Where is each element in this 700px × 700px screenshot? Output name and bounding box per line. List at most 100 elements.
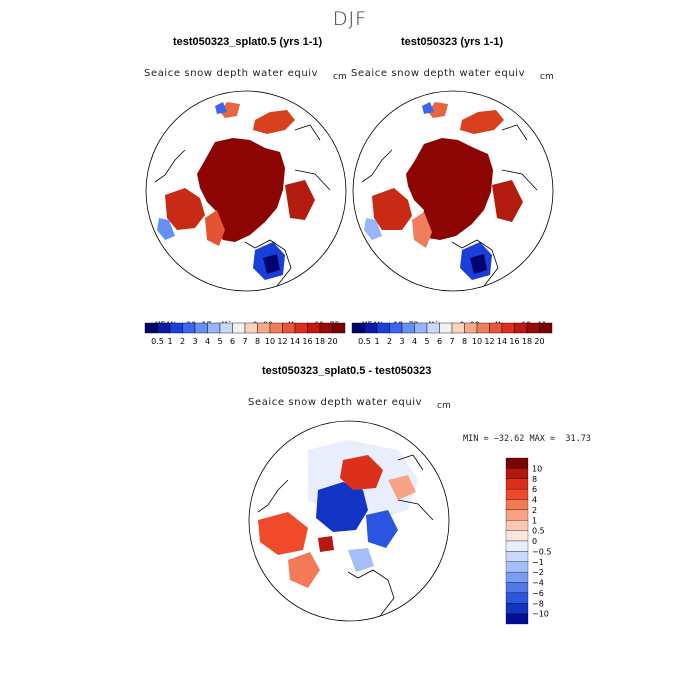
diff-colorbar: 10 86 421 0.50−0.5 −1−2 −4−6−8 −10 <box>505 457 551 625</box>
diff-panel-title: test050323_splat0.5 - test050323 <box>262 365 432 377</box>
colorbar-tick-label: 6 <box>437 337 442 346</box>
diff-colorbar-tick-label: −2 <box>532 568 544 577</box>
negative-region-east <box>366 510 398 548</box>
colorbar-tick-label: 18 <box>315 337 325 346</box>
beaufort-ice <box>253 110 295 134</box>
colorbar-swatch <box>514 322 528 334</box>
diff-colorbar-tick-label: −4 <box>532 579 544 588</box>
colorbar-tick-label: 16 <box>509 337 519 346</box>
colorbar-swatch <box>157 322 171 334</box>
baltic-dark <box>263 254 280 274</box>
diff-colorbar-tick-label: −1 <box>532 558 544 567</box>
diff-colorbar-swatch <box>505 478 529 490</box>
hudson-bay-ice <box>165 188 205 230</box>
baltic-dark <box>470 254 487 274</box>
colorbar-swatch <box>526 322 540 334</box>
diff-colorbar-tick-label: 8 <box>532 475 537 484</box>
colorbar-tick-label: 20 <box>327 337 337 346</box>
baffin-ice <box>205 210 225 246</box>
colorbar-tick-label: 3 <box>192 337 197 346</box>
colorbar-swatch <box>539 322 553 334</box>
colorbar-tick-label: 12 <box>277 337 287 346</box>
colorbar-swatch <box>307 322 321 334</box>
colorbar-tick-label: 10 <box>265 337 275 346</box>
pacific-fringe <box>215 102 227 114</box>
colorbar-swatch <box>476 322 490 334</box>
colorbar-swatch <box>144 322 158 334</box>
colorbar-tick-label: 7 <box>449 337 454 346</box>
colorbar-tick-label: 5 <box>217 337 222 346</box>
diff-colorbar-swatch <box>505 530 529 542</box>
diff-panel-unit: cm <box>437 401 451 411</box>
diff-colorbar-tick-label: −0.5 <box>532 547 551 556</box>
colorbar-swatch <box>219 322 233 334</box>
colorbar-swatch <box>169 322 183 334</box>
labrador-fringe <box>157 218 175 240</box>
colorbar-swatch <box>257 322 271 334</box>
diff-colorbar-swatch <box>505 561 529 573</box>
diff-colorbar-swatch <box>505 520 529 531</box>
panel-2-title: test050323 (yrs 1-1) <box>401 36 504 48</box>
colorbar-swatch <box>364 322 378 334</box>
diff-colorbar-tick-label: 0 <box>532 537 537 546</box>
scattered-red-patch <box>318 536 334 552</box>
colorbar-swatch <box>501 322 515 334</box>
colorbar-swatch <box>332 322 346 334</box>
diff-colorbar-tick-label: −10 <box>532 610 549 619</box>
panel-1-colorbar: 0.5 1 2 3 4 5 6 7 8 10 12 14 16 18 20 <box>144 322 346 346</box>
panel-2-polar-map <box>352 90 554 292</box>
panel-1-unit: cm <box>333 72 347 82</box>
colorbar-tick-label: 7 <box>242 337 247 346</box>
colorbar-swatch <box>426 322 440 334</box>
colorbar-tick-label: 5 <box>424 337 429 346</box>
diff-colorbar-tick-label: 1 <box>532 516 537 525</box>
colorbar-swatch <box>389 322 403 334</box>
positive-region-north <box>340 455 383 490</box>
colorbar-swatch <box>451 322 465 334</box>
colorbar-swatch <box>439 322 453 334</box>
colorbar-swatch <box>489 322 503 334</box>
colorbar-swatch <box>194 322 208 334</box>
colorbar-tick-label: 14 <box>290 337 300 346</box>
panel-1-title: test050323_splat0.5 (yrs 1-1) <box>173 36 323 48</box>
light-negative-patch <box>348 548 374 572</box>
beaufort-ice <box>460 110 504 134</box>
colorbar-tick-label: 20 <box>534 337 544 346</box>
colorbar-tick-label: 1 <box>167 337 172 346</box>
coastline <box>361 124 538 287</box>
okhotsk-ice <box>285 180 315 220</box>
diff-colorbar-tick-label: −8 <box>532 599 544 608</box>
diff-colorbar-swatch <box>505 499 529 511</box>
panel-1-polar-map <box>145 90 347 292</box>
diff-colorbar-tick-label: −6 <box>532 589 544 598</box>
panel-2-variable-label: Seaice snow depth water equiv <box>351 68 526 79</box>
positive-region-west <box>258 512 308 555</box>
diff-colorbar-swatch <box>505 582 529 594</box>
bering-ice <box>428 102 448 118</box>
positive-region-south <box>288 552 320 588</box>
colorbar-tick-label: 18 <box>522 337 532 346</box>
labrador-fringe <box>364 218 382 240</box>
diff-colorbar-tick-label: 4 <box>532 496 537 505</box>
colorbar-tick-label: 12 <box>484 337 494 346</box>
season-title: DJF <box>332 8 368 30</box>
diff-colorbar-swatch <box>505 613 529 625</box>
diff-colorbar-swatch <box>505 488 529 500</box>
colorbar-tick-label: 10 <box>472 337 482 346</box>
colorbar-swatch <box>414 322 428 334</box>
coastline <box>154 124 331 287</box>
hudson-bay-ice <box>372 188 412 230</box>
pacific-fringe <box>422 102 434 114</box>
colorbar-tick-label: 3 <box>399 337 404 346</box>
okhotsk-ice <box>492 180 523 222</box>
diff-panel-polar-map <box>248 420 450 622</box>
diff-colorbar-swatch <box>505 603 529 614</box>
colorbar-tick-label: 0.5 <box>358 337 371 346</box>
diff-colorbar-swatch <box>505 592 529 604</box>
colorbar-swatch <box>182 322 196 334</box>
diff-panel-stats: MIN = −32.62 MAX = 31.73 <box>463 434 591 444</box>
arctic-sea-ice-field <box>406 138 493 240</box>
colorbar-swatch <box>294 322 308 334</box>
light-positive-patch <box>388 475 416 500</box>
diff-colorbar-swatch <box>505 468 529 479</box>
